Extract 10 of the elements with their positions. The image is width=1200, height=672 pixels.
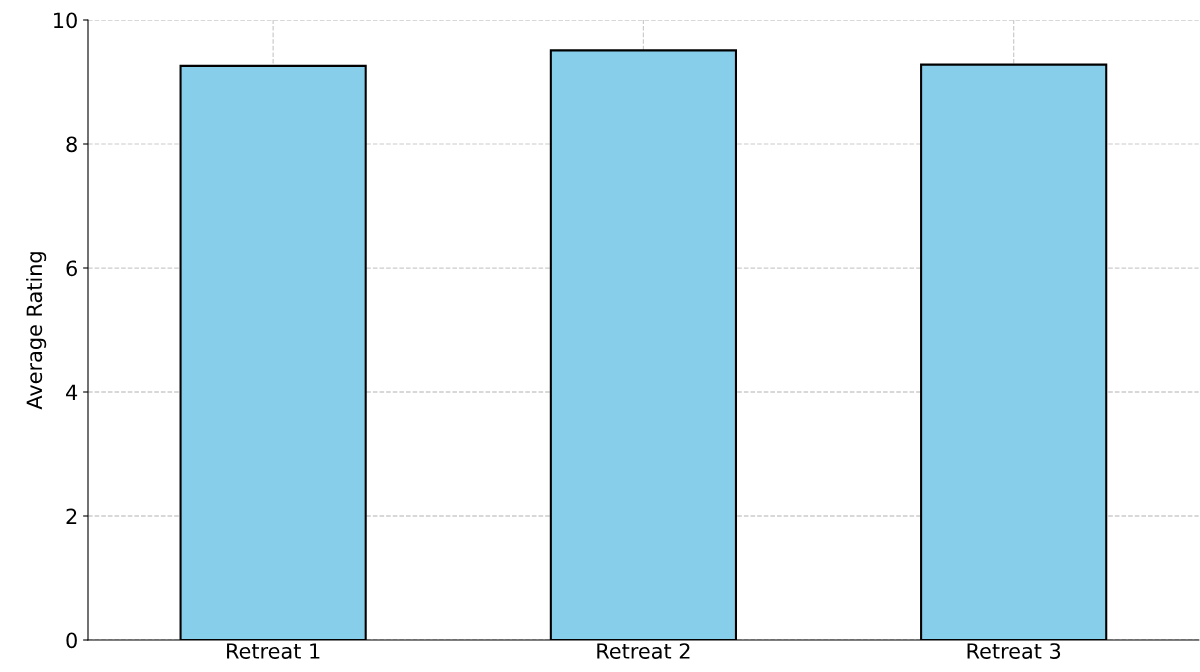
- y-axis-title: Average Rating: [26, 252, 47, 410]
- y-tick-label: 8: [66, 136, 77, 153]
- x-tick-label: Retreat 2: [597, 643, 690, 659]
- y-tick-label: 6: [66, 260, 77, 277]
- y-tick-label: 4: [66, 384, 78, 400]
- y-tick-label: 2: [66, 508, 77, 524]
- y-tick-label: 0: [66, 632, 77, 649]
- x-tick-label: Retreat 3: [967, 643, 1061, 659]
- y-tick-label: 10: [54, 12, 77, 29]
- x-tick-label: Retreat 1: [227, 643, 320, 659]
